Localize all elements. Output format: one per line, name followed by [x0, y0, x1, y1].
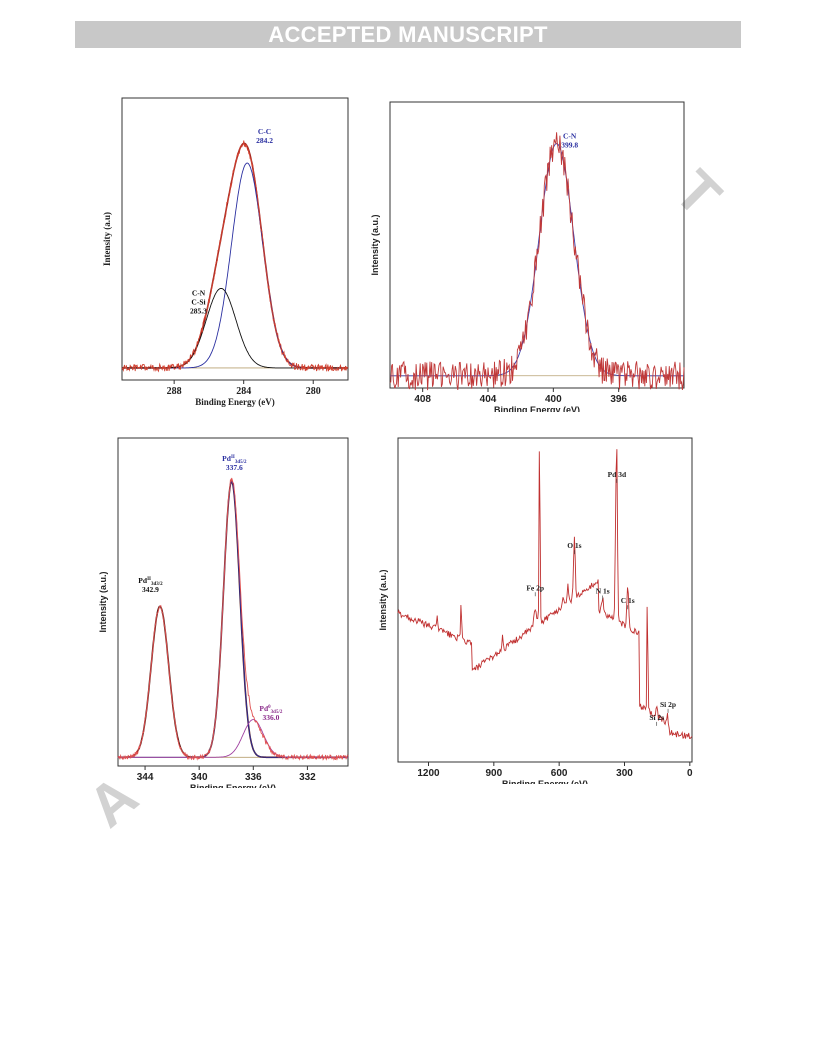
- peak-annotation: O 1s: [567, 541, 581, 550]
- pd3d-chart: 344 340 336 332 Binding Energy (eV) Intensity…: [98, 437, 349, 788]
- x-tick-label: 336: [245, 772, 262, 783]
- x-tick-label: 284: [236, 386, 251, 397]
- x-axis-label: Binding Energy (eV): [494, 405, 580, 412]
- peak-annotation: 285.3: [190, 307, 207, 316]
- y-axis-label: Intensity (a.u.): [378, 569, 388, 630]
- xps-panel-c1s: 288 284 280 Binding Energy (eV) Intensity (a…: [98, 96, 350, 418]
- plot-frame: [397, 437, 693, 763]
- series-survey: [397, 449, 693, 740]
- peak-annotation: C-C: [258, 127, 271, 136]
- x-tick-label: 332: [299, 772, 316, 783]
- series-component: [118, 480, 348, 758]
- peak-annotation: Fe 2p: [526, 583, 544, 592]
- peak-annotation: PdII3d5/2: [222, 454, 247, 465]
- x-tick-label: 404: [480, 394, 497, 405]
- series-component: [122, 162, 348, 369]
- x-tick-label: 280: [306, 386, 321, 397]
- peak-annotation: PdII3d3/2: [138, 576, 163, 587]
- peak-annotation: 399.8: [561, 141, 578, 150]
- accepted-manuscript-banner: ACCEPTED MANUSCRIPT: [75, 21, 741, 48]
- series-raw: [121, 140, 349, 373]
- peak-annotation: C 1s: [621, 596, 635, 605]
- peak-annotation: Pd 3d: [608, 470, 627, 479]
- x-tick-label: 0: [687, 768, 693, 779]
- x-tick-label: 396: [610, 394, 627, 405]
- x-tick-label: 1200: [417, 768, 440, 779]
- x-axis-label: Binding Energy (eV): [195, 397, 275, 407]
- series-raw: [117, 477, 349, 761]
- xps-panel-survey: 1200 900 600 300 0 Binding Energy (eV) Intensi…: [366, 436, 696, 784]
- peak-annotation: 284.2: [256, 136, 273, 145]
- y-axis-label: Intensity (a.u.): [370, 214, 380, 275]
- series-raw: [389, 132, 685, 391]
- peak-annotation: 337.6: [226, 463, 243, 472]
- survey-chart: 1200 900 600 300 0 Binding Energy (eV) Intensi…: [378, 437, 693, 784]
- peak-annotation: C-N: [192, 289, 206, 298]
- peak-annotation: N 1s: [596, 587, 610, 596]
- series-fit-envelope: [122, 142, 348, 369]
- peak-annotation: C-Si: [191, 298, 205, 307]
- peak-annotation: 342.9: [142, 585, 159, 594]
- peak-annotation: C-N: [563, 132, 577, 141]
- plot-frame: [389, 101, 685, 389]
- series-fit-envelope: [118, 480, 348, 759]
- y-axis-label: Intensity (a.u.): [98, 571, 108, 632]
- peak-annotation: Si 2p: [660, 700, 676, 709]
- x-tick-label: 340: [191, 772, 208, 783]
- x-axis-label: Binding Energy (eV): [190, 783, 276, 788]
- n1s-chart: 408 404 400 396 Binding Energy (eV) Intensity…: [370, 101, 685, 412]
- x-tick-label: 288: [167, 386, 182, 397]
- c1s-chart: 288 284 280 Binding Energy (eV) Intensity (a…: [102, 97, 349, 407]
- peak-annotation: Si 2s: [649, 713, 664, 722]
- x-tick-label: 300: [616, 768, 633, 779]
- peak-annotation: 336.0: [262, 713, 279, 722]
- xps-panel-n1s: 408 404 400 396 Binding Energy (eV) Intensity…: [366, 100, 686, 412]
- x-tick-label: 400: [545, 394, 562, 405]
- x-axis-label: Binding Energy (eV): [502, 779, 588, 784]
- plot-frame: [121, 97, 349, 381]
- series-component: [122, 287, 348, 369]
- plot-frame: [117, 437, 349, 767]
- xps-panel-pd3d: 344 340 336 332 Binding Energy (eV) Intensity…: [98, 436, 350, 788]
- x-tick-label: 600: [551, 768, 568, 779]
- y-axis-label: Intensity (a.u): [102, 212, 112, 266]
- series-component: [118, 719, 348, 758]
- peak-annotation: Pd03d5/2: [259, 704, 282, 715]
- x-tick-label: 344: [137, 772, 154, 783]
- x-tick-label: 900: [485, 768, 502, 779]
- x-tick-label: 408: [414, 394, 431, 405]
